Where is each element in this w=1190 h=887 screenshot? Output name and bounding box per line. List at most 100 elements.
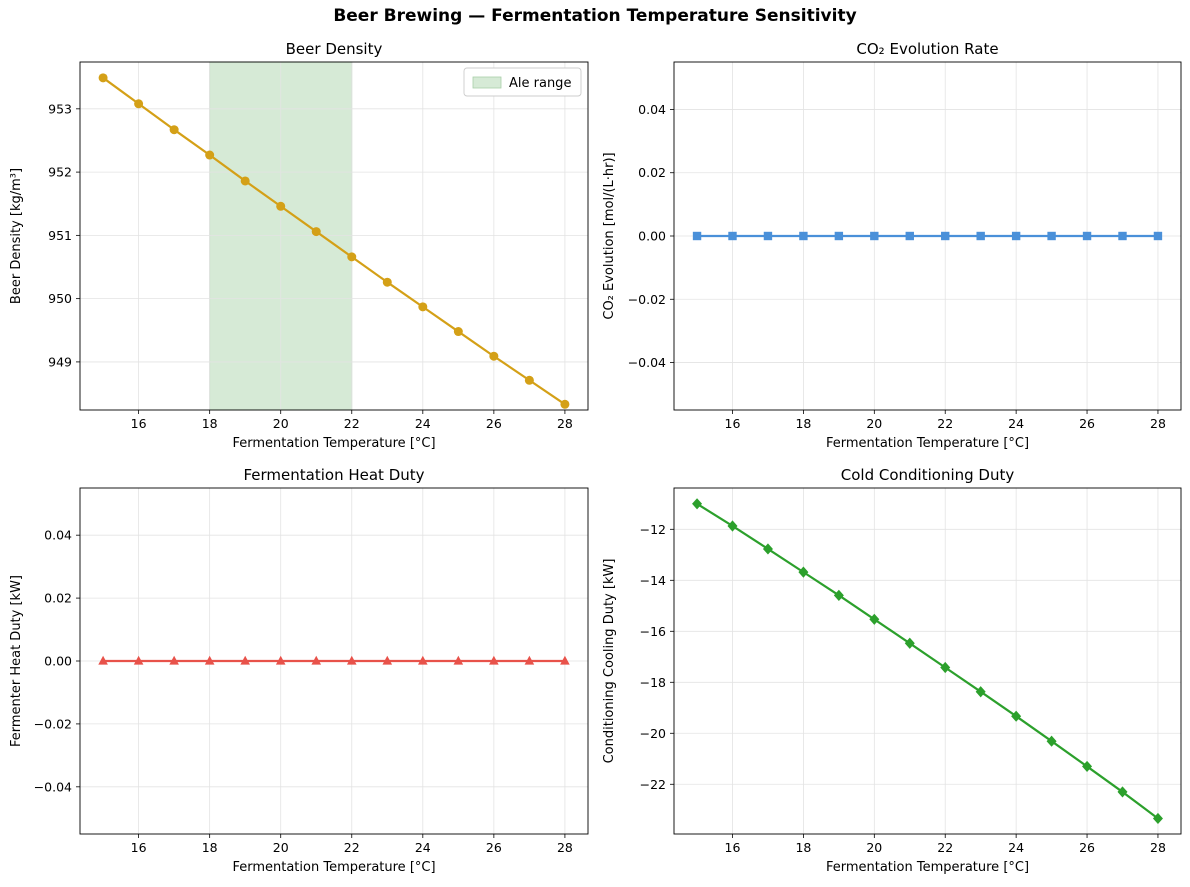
data-point <box>1082 231 1092 241</box>
data-point <box>311 227 321 237</box>
y-axis-label: CO₂ Evolution [mol/(L·hr)] <box>602 152 617 319</box>
data-point <box>940 661 951 674</box>
data-point <box>276 201 286 211</box>
data-point <box>560 655 570 665</box>
data-point <box>382 655 393 665</box>
data-point <box>904 637 915 649</box>
y-tick-label: −16 <box>640 624 666 639</box>
y-tick-label: 950 <box>48 291 72 306</box>
x-tick-label: 26 <box>1079 840 1095 855</box>
y-tick-label: 0.04 <box>638 102 666 117</box>
x-tick-label: 20 <box>273 416 289 431</box>
data-point <box>1082 760 1093 773</box>
subplot-3: 16 18 20 22 24 26 28 −0.04 −0.02 0.00 0.02 0.04 Ferm… <box>9 466 589 875</box>
data-point <box>762 543 773 555</box>
x-tick-label: 28 <box>1150 840 1166 855</box>
subplot-title: Beer Density <box>286 40 383 58</box>
y-tick-label: −14 <box>640 573 666 588</box>
data-point <box>833 589 844 601</box>
subplot-title: CO₂ Evolution Rate <box>856 40 998 58</box>
data-point <box>869 613 880 625</box>
data-point <box>346 655 357 665</box>
y-tick-label: −22 <box>640 777 666 792</box>
y-tick-label: 949 <box>48 354 72 369</box>
data-point <box>524 375 534 385</box>
y-tick-label: −0.02 <box>34 716 72 731</box>
figure-title: Beer Brewing — Fermentation Temperature … <box>333 6 857 26</box>
x-tick-label: 16 <box>725 840 741 855</box>
data-point <box>418 655 428 665</box>
data-point <box>98 655 108 665</box>
x-axis-label: Fermentation Temperature [°C] <box>232 436 435 451</box>
y-tick-label: 0.00 <box>638 229 666 244</box>
data-point <box>728 231 737 241</box>
x-axis-label: Fermentation Temperature [°C] <box>826 860 1029 875</box>
series-line <box>102 76 566 406</box>
y-tick-label: −0.04 <box>628 355 666 370</box>
plot-frame <box>673 487 1182 835</box>
subplot-title: Cold Conditioning Duty <box>841 466 1015 484</box>
x-tick-label: 16 <box>131 416 147 431</box>
data-point <box>311 655 322 665</box>
legend-swatch <box>472 76 502 89</box>
y-tick-label: 951 <box>48 228 72 243</box>
data-point <box>98 73 108 83</box>
data-point <box>870 231 879 241</box>
x-tick-label: 28 <box>557 416 573 431</box>
data-point <box>205 150 215 160</box>
data-point <box>489 351 499 361</box>
x-tick-label: 22 <box>937 416 953 431</box>
data-point <box>418 302 428 312</box>
y-axis-label: Conditioning Cooling Duty [kW] <box>602 559 617 764</box>
x-tick-label: 20 <box>273 840 289 855</box>
x-tick-label: 16 <box>131 840 147 855</box>
y-tick-label: −0.02 <box>628 292 666 307</box>
x-axis-label: Fermentation Temperature [°C] <box>232 860 435 875</box>
y-tick-label: 0.02 <box>638 165 666 180</box>
y-tick-label: −12 <box>640 522 666 537</box>
y-tick-label: 0.02 <box>44 591 72 606</box>
data-point <box>453 327 463 337</box>
y-tick-label: −20 <box>640 726 666 741</box>
data-point <box>692 498 703 510</box>
x-tick-label: 22 <box>344 416 360 431</box>
subplot-title: Fermentation Heat Duty <box>243 466 424 484</box>
data-point <box>134 99 144 109</box>
data-point <box>169 655 179 665</box>
data-point <box>169 125 179 135</box>
data-point <box>692 231 702 241</box>
data-point <box>798 566 809 578</box>
data-point <box>240 655 250 665</box>
x-tick-label: 26 <box>1079 416 1095 431</box>
y-tick-label: 953 <box>48 101 72 116</box>
data-point <box>975 686 986 698</box>
x-tick-label: 20 <box>866 840 882 855</box>
legend: Ale range <box>463 67 582 97</box>
x-tick-label: 28 <box>557 840 573 855</box>
x-tick-label: 20 <box>866 416 882 431</box>
data-point <box>275 655 286 665</box>
data-point <box>347 252 357 262</box>
y-axis-label: Fermenter Heat Duty [kW] <box>9 575 24 747</box>
data-point <box>1047 231 1056 241</box>
data-point <box>1046 735 1057 747</box>
y-tick-label: 0.04 <box>44 528 72 543</box>
x-tick-label: 18 <box>795 416 811 431</box>
y-axis-label: Beer Density [kg/m³] <box>9 168 24 304</box>
data-point <box>1011 231 1021 241</box>
x-tick-label: 18 <box>202 840 218 855</box>
subplot-1: 16 18 20 22 24 26 28 949 950 951 952 953 Beer Densit… <box>9 40 589 451</box>
y-tick-label: −0.04 <box>34 779 72 794</box>
data-point <box>834 231 844 241</box>
data-point <box>905 231 914 241</box>
data-point <box>976 231 985 241</box>
data-point <box>240 176 250 186</box>
data-point <box>489 655 499 665</box>
y-tick-label: 0.00 <box>44 654 72 669</box>
x-tick-label: 28 <box>1150 416 1166 431</box>
subplot-2: 16 18 20 22 24 26 28 −0.04 −0.02 0.00 0.02 0.04 CO₂ … <box>602 40 1182 451</box>
subplot-4: 16 18 20 22 24 26 28 −22 −20 −18 −16 −14 −12 Cold Con… <box>602 466 1182 875</box>
data-point <box>1118 231 1127 241</box>
data-point <box>799 231 808 241</box>
